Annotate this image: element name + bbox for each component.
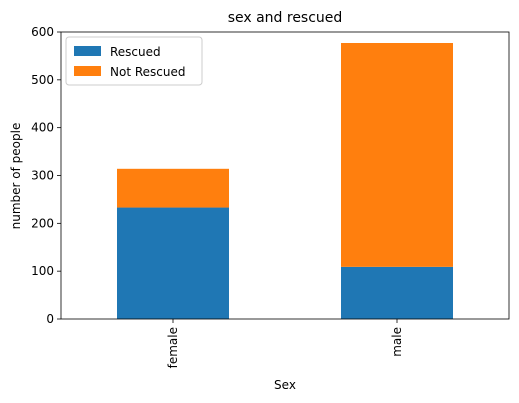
x-tick-label: male <box>390 327 404 357</box>
y-axis-title: number of people <box>9 123 23 230</box>
bar-female-not-rescued <box>117 168 229 208</box>
y-tick-label: 200 <box>31 216 54 230</box>
legend-swatch-rescued <box>74 46 101 56</box>
y-tick-label: 300 <box>31 169 54 183</box>
legend-label-not-rescued: Not Rescued <box>110 65 185 79</box>
legend-label-rescued: Rescued <box>110 45 161 59</box>
bar-female-rescued <box>117 207 229 319</box>
y-tick-label: 600 <box>31 25 54 39</box>
x-tick-label: female <box>166 327 180 368</box>
y-tick-label: 100 <box>31 264 54 278</box>
y-tick-label: 400 <box>31 121 54 135</box>
y-tick-label: 0 <box>46 312 54 326</box>
legend-swatch-not-rescued <box>74 66 101 76</box>
chart-title: sex and rescued <box>228 10 343 26</box>
plot-area: female male 0 100 200 300 400 500 600 <box>31 25 510 368</box>
x-axis-title: Sex <box>274 378 296 392</box>
legend: Rescued Not Rescued <box>65 36 203 86</box>
bar-male-rescued <box>341 266 453 319</box>
y-tick-label: 500 <box>31 73 54 87</box>
bar-male-not-rescued <box>341 43 453 267</box>
plot-frame <box>60 31 510 320</box>
